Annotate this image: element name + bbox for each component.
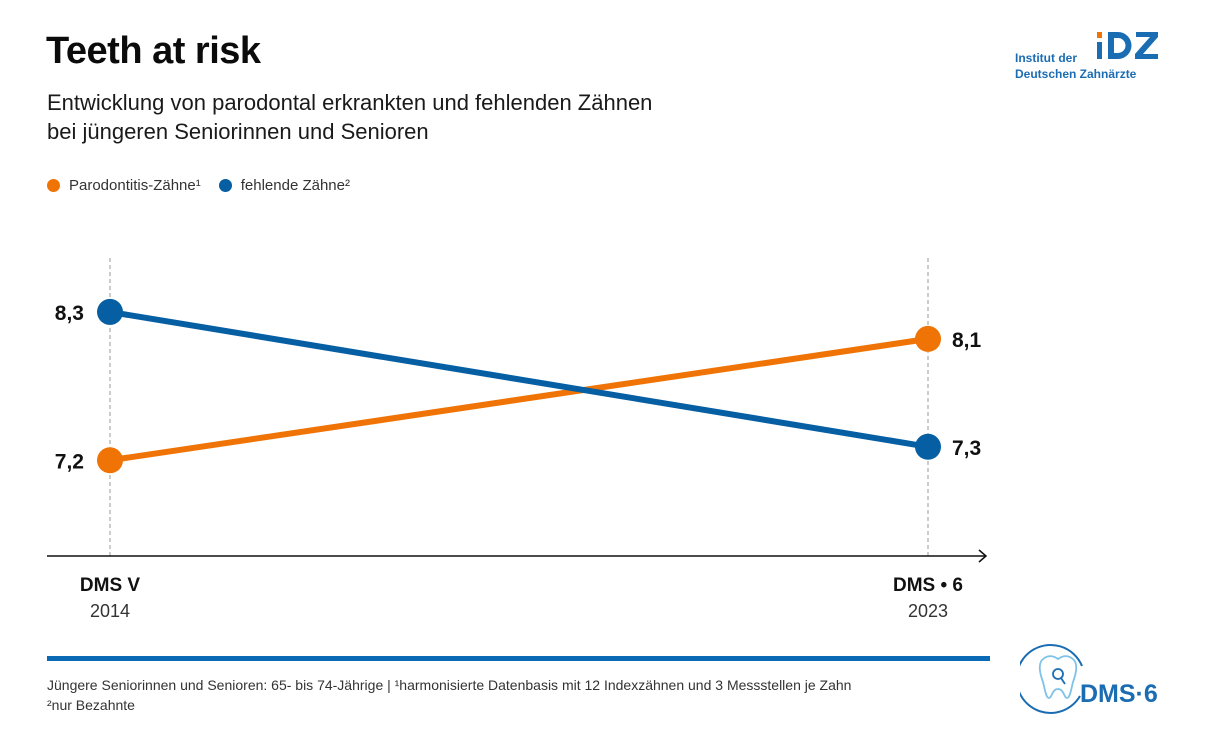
legend: Parodontitis-Zähne¹ fehlende Zähne² — [47, 177, 368, 194]
legend-dot-blue-icon — [218, 179, 232, 192]
legend-dot-orange-icon — [47, 179, 60, 192]
subtitle-line-1: Entwicklung von parodontal erkrankten un… — [47, 90, 653, 115]
series-line-0 — [107, 335, 931, 464]
idz-line-2: Deutschen Zahnärzte — [1015, 67, 1137, 81]
footnote-line-2: ²nur Bezahnte — [47, 697, 135, 713]
data-label-s1-1: 7,3 — [952, 437, 981, 460]
footnote: Jüngere Seniorinnen und Senioren: 65- bi… — [47, 675, 1007, 715]
x-axis-arrow-icon — [978, 549, 988, 563]
idz-line-1: Institut der — [1015, 51, 1077, 65]
data-point-s0-0 — [97, 447, 123, 474]
x-tick-label-1: DMS • 6 — [893, 575, 963, 596]
legend-label-fehlende: fehlende Zähne² — [240, 177, 350, 194]
idz-logo: Institut der Deutschen Zahnärzte — [1015, 30, 1165, 85]
legend-item-parodontitis: Parodontitis-Zähne¹ — [47, 177, 201, 194]
line-chart: 7,2 8,1 8,3 7,3 DMS V 2014 DMS • 6 2023 — [47, 258, 988, 621]
data-point-s1-0 — [97, 298, 123, 325]
data-point-s1-1 — [915, 433, 941, 460]
dms6-logo-text: DMS·6 — [1080, 680, 1158, 708]
footer-divider — [47, 656, 990, 661]
data-point-s0-1 — [915, 325, 941, 352]
x-tick-year-0: 2014 — [90, 601, 130, 621]
chart-subtitle: Entwicklung von parodontal erkrankten un… — [47, 88, 807, 146]
series-line-1 — [107, 308, 931, 450]
x-tick-label-0: DMS V — [80, 575, 141, 596]
x-tick-year-1: 2023 — [908, 601, 948, 621]
legend-item-fehlende: fehlende Zähne² — [218, 177, 350, 194]
legend-label-parodontitis: Parodontitis-Zähne¹ — [69, 177, 201, 194]
dms6-logo: DMS·6 — [1020, 638, 1170, 720]
chart-title: Teeth at risk — [46, 30, 261, 72]
idz-mark-icon — [1097, 32, 1158, 59]
data-label-s1-0: 8,3 — [55, 302, 84, 325]
footnote-line-1: Jüngere Seniorinnen und Senioren: 65- bi… — [47, 677, 852, 693]
data-label-s0-0: 7,2 — [55, 450, 84, 473]
data-label-s0-1: 8,1 — [952, 329, 982, 352]
tooth-logo-icon — [1020, 644, 1083, 714]
subtitle-line-2: bei jüngeren Seniorinnen und Senioren — [47, 119, 429, 144]
